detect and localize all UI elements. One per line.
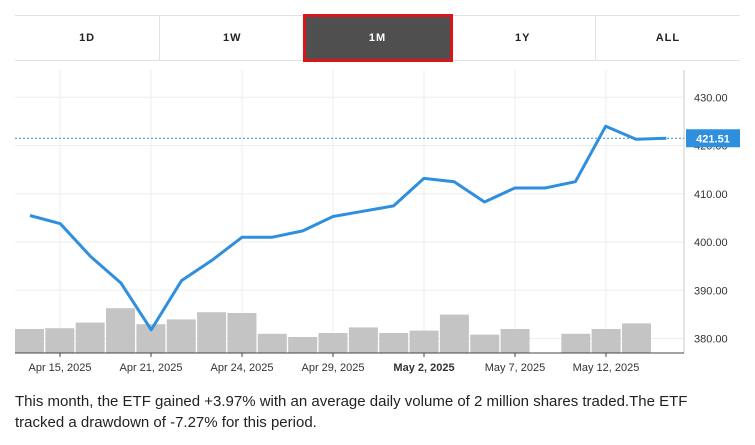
volume-bar [622, 323, 651, 353]
volume-bar [318, 333, 348, 353]
volume-bar [75, 322, 105, 353]
volume-bar [45, 328, 75, 353]
tab-1d[interactable]: 1D [15, 16, 161, 60]
x-tick-label: Apr 29, 2025 [302, 362, 365, 374]
x-tick-label: Apr 15, 2025 [29, 362, 92, 374]
volume-bar [500, 329, 530, 353]
volume-bar [470, 334, 500, 353]
last-price-tag [686, 129, 740, 148]
volume-bar [409, 330, 439, 353]
summary-text: This month, the ETF gained +3.97% with a… [15, 393, 688, 431]
volume-bar [591, 329, 621, 353]
x-tick-label: May 12, 2025 [573, 362, 640, 374]
last-price-label: 421.51 [696, 133, 730, 145]
volume-bar [15, 329, 44, 353]
x-tick-label: Apr 21, 2025 [120, 362, 183, 374]
volume-bar [348, 327, 378, 353]
x-tick-label: May 7, 2025 [485, 362, 546, 374]
volume-bar [197, 312, 227, 353]
volume-bar [166, 319, 196, 353]
y-tick-label: 390.00 [694, 285, 728, 297]
volume-bar [439, 314, 469, 353]
volume-bar [106, 308, 136, 353]
volume-bar [227, 313, 257, 353]
volume-bar [288, 337, 318, 353]
y-tick-label: 400.00 [694, 237, 728, 249]
y-tick-label: 380.00 [694, 334, 728, 346]
volume-bar [561, 333, 591, 353]
tab-1w[interactable]: 1W [160, 16, 306, 60]
tab-1m[interactable]: 1M [303, 14, 453, 62]
volume-bar [379, 333, 409, 353]
volume-bar [257, 333, 287, 353]
y-tick-label: 410.00 [694, 189, 728, 201]
summary-caption: This month, the ETF gained +3.97% with a… [15, 391, 740, 433]
price-chart: 430.00420.00410.00400.00390.00380.00421.… [15, 70, 740, 374]
price-line [29, 124, 667, 332]
y-tick-label: 430.00 [694, 92, 728, 104]
tab-1y[interactable]: 1Y [451, 16, 596, 60]
timeframe-tabs: 1D 1W 1M 1Y ALL [15, 14, 740, 62]
x-tick-label: May 2, 2025 [393, 362, 454, 374]
x-tick-label: Apr 24, 2025 [211, 362, 274, 374]
tab-all[interactable]: ALL [655, 32, 681, 44]
